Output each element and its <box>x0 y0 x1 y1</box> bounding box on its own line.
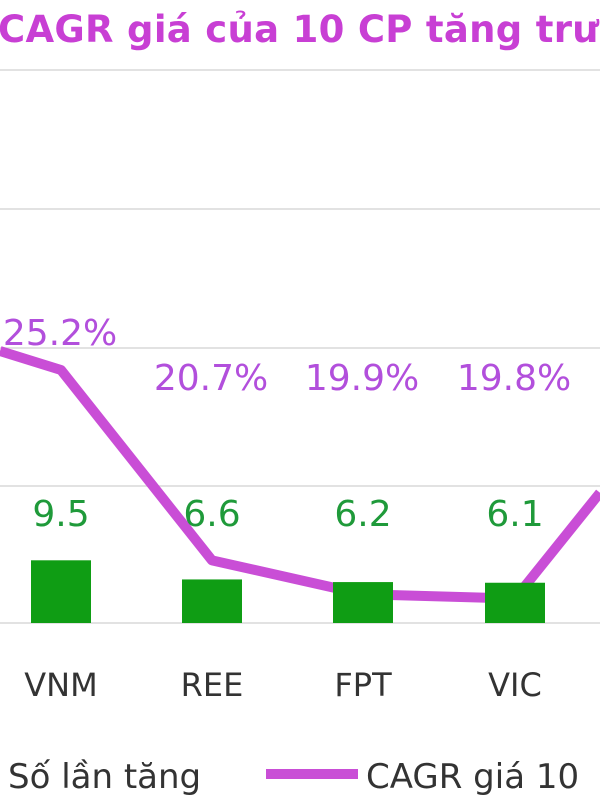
x-axis: VNM REE FPT VIC <box>24 666 542 704</box>
category-label: VIC <box>488 666 542 704</box>
bar-ree <box>182 579 242 623</box>
gridlines <box>0 69 600 624</box>
bar-value-label: 6.6 <box>183 494 240 535</box>
legend-bar-label: Số lần tăng <box>8 757 201 797</box>
cagr-value-label: 19.8% <box>457 358 571 399</box>
legend: Số lần tăng CAGR giá 10 <box>8 757 579 797</box>
bar-vnm <box>31 560 91 623</box>
cagr-series-line <box>0 346 600 604</box>
label-layer: 9.5 6.6 6.2 6.1 25.2% 20.7% 19.9% 19.8% <box>3 313 571 535</box>
category-label: REE <box>181 666 244 704</box>
cagr-line-layer <box>0 346 600 604</box>
category-label: VNM <box>24 666 97 704</box>
bar-fpt <box>333 582 393 623</box>
cagr-value-label: 25.2% <box>3 313 117 354</box>
legend-line-label: CAGR giá 10 <box>366 757 579 797</box>
bar-value-label: 6.1 <box>486 494 543 535</box>
cagr-value-label: 19.9% <box>305 358 419 399</box>
bar-value-label: 9.5 <box>32 494 89 535</box>
chart-title: CAGR giá của 10 CP tăng trư <box>0 8 599 51</box>
category-label: FPT <box>334 666 392 704</box>
bar-layer <box>31 560 545 623</box>
bar-vic <box>485 582 545 623</box>
bar-value-label: 6.2 <box>334 494 391 535</box>
cagr-value-label: 20.7% <box>154 358 268 399</box>
